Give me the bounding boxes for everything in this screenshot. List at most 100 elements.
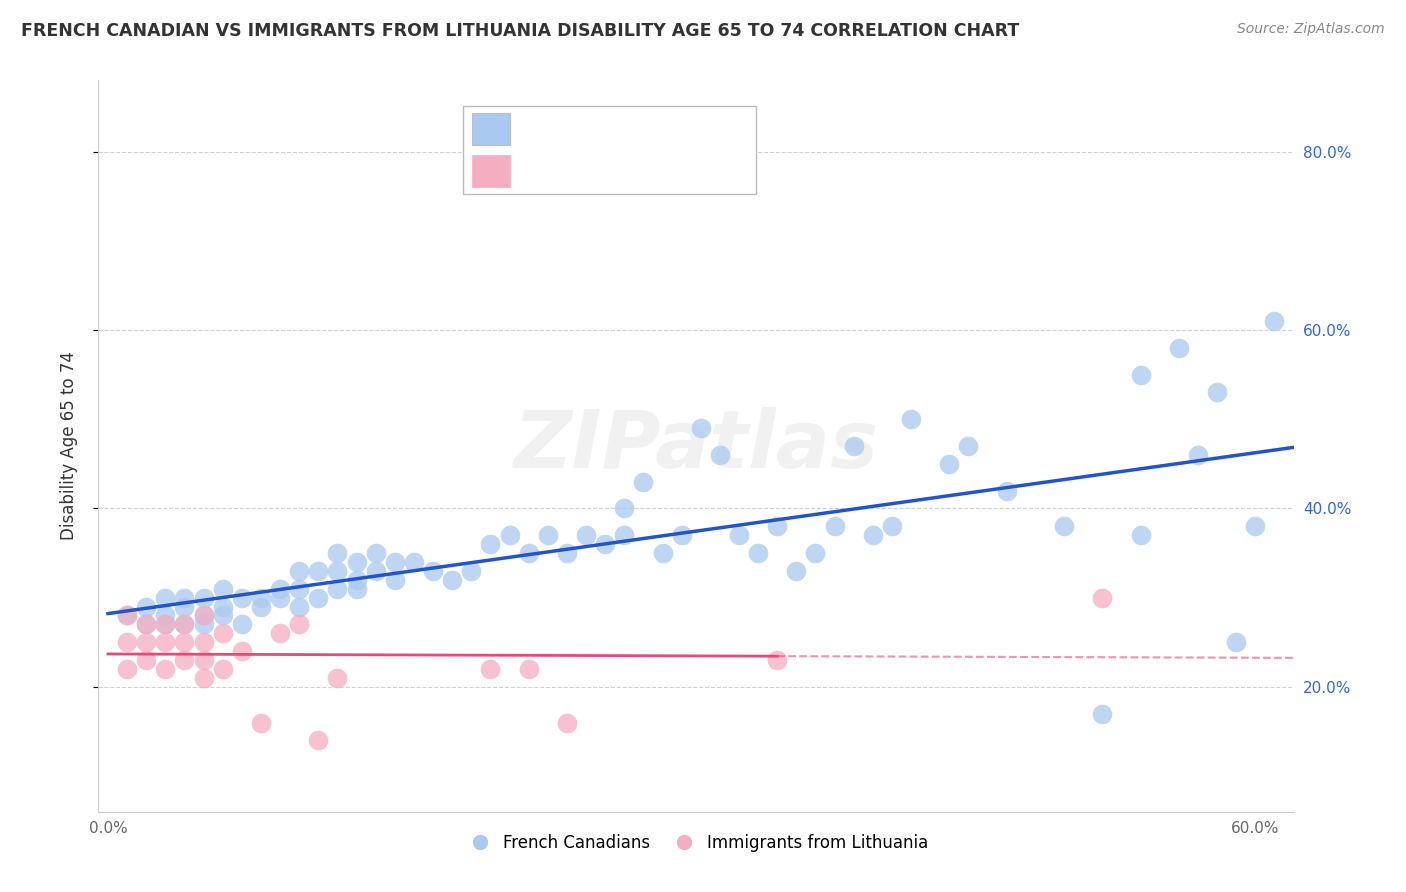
Point (307, 733, 329, 747)
Point (269, 582, 291, 596)
Point (689, 421, 711, 435)
Text: Source: ZipAtlas.com: Source: ZipAtlas.com (1237, 22, 1385, 37)
Point (115, 635, 138, 649)
Point (785, 564, 807, 578)
Point (1091, 706, 1114, 721)
Point (900, 412, 922, 426)
Point (709, 448, 731, 462)
Point (824, 519, 846, 533)
Point (1129, 528, 1152, 542)
Point (1225, 635, 1247, 649)
Point (211, 599, 233, 614)
Point (193, 671, 215, 685)
Y-axis label: Disability Age 65 to 74: Disability Age 65 to 74 (59, 351, 77, 541)
Point (766, 519, 789, 533)
Point (155, 635, 177, 649)
Point (537, 528, 560, 542)
Point (651, 546, 673, 560)
Point (115, 608, 138, 623)
Point (747, 546, 769, 560)
Point (173, 617, 195, 632)
Point (115, 662, 138, 676)
Point (326, 546, 349, 560)
Point (384, 573, 406, 587)
Point (307, 591, 329, 605)
Point (155, 617, 177, 632)
Point (1129, 368, 1152, 382)
Point (211, 662, 233, 676)
Point (766, 653, 789, 667)
Point (1244, 519, 1267, 533)
Point (1263, 314, 1285, 328)
Point (193, 617, 215, 632)
Text: ZIPatlas: ZIPatlas (513, 407, 879, 485)
Point (633, 475, 655, 489)
Point (498, 528, 520, 542)
Point (1167, 341, 1189, 355)
Point (728, 528, 751, 542)
Point (593, 537, 616, 551)
Point (135, 617, 157, 632)
Point (193, 608, 215, 623)
Point (173, 617, 195, 632)
Point (1206, 385, 1229, 400)
Point (155, 608, 177, 623)
Point (804, 546, 827, 560)
Point (288, 564, 311, 578)
Point (288, 617, 311, 632)
Point (211, 608, 233, 623)
Point (555, 715, 578, 730)
Point (193, 608, 215, 623)
Point (575, 528, 598, 542)
Point (193, 635, 215, 649)
Point (173, 635, 195, 649)
Point (842, 439, 865, 453)
Point (326, 564, 349, 578)
Point (460, 564, 482, 578)
Point (1091, 591, 1114, 605)
Point (211, 582, 233, 596)
Point (364, 546, 387, 560)
Point (135, 653, 157, 667)
Point (422, 564, 444, 578)
Point (173, 653, 195, 667)
Point (957, 439, 980, 453)
Point (193, 653, 215, 667)
Point (517, 662, 540, 676)
Point (231, 591, 253, 605)
Point (250, 715, 273, 730)
Point (326, 582, 349, 596)
Point (1053, 519, 1076, 533)
Point (479, 662, 502, 676)
Text: FRENCH CANADIAN VS IMMIGRANTS FROM LITHUANIA DISABILITY AGE 65 TO 74 CORRELATION: FRENCH CANADIAN VS IMMIGRANTS FROM LITHU… (21, 22, 1019, 40)
Point (211, 626, 233, 640)
Point (269, 626, 291, 640)
Point (231, 617, 253, 632)
Point (326, 671, 349, 685)
Point (441, 573, 464, 587)
Legend: French Canadians, Immigrants from Lithuania: French Canadians, Immigrants from Lithua… (457, 827, 935, 858)
Point (995, 483, 1018, 498)
Point (613, 528, 636, 542)
Point (862, 528, 884, 542)
Point (402, 555, 425, 569)
Point (613, 501, 636, 516)
Point (135, 635, 157, 649)
Point (155, 617, 177, 632)
Point (346, 555, 368, 569)
Point (880, 519, 903, 533)
Point (231, 644, 253, 658)
Point (384, 555, 406, 569)
Point (288, 582, 311, 596)
Point (269, 591, 291, 605)
Point (364, 564, 387, 578)
Point (135, 617, 157, 632)
Point (173, 591, 195, 605)
Point (135, 599, 157, 614)
Point (517, 546, 540, 560)
Point (938, 457, 960, 471)
Point (155, 591, 177, 605)
Point (307, 564, 329, 578)
Point (479, 537, 502, 551)
Point (346, 573, 368, 587)
